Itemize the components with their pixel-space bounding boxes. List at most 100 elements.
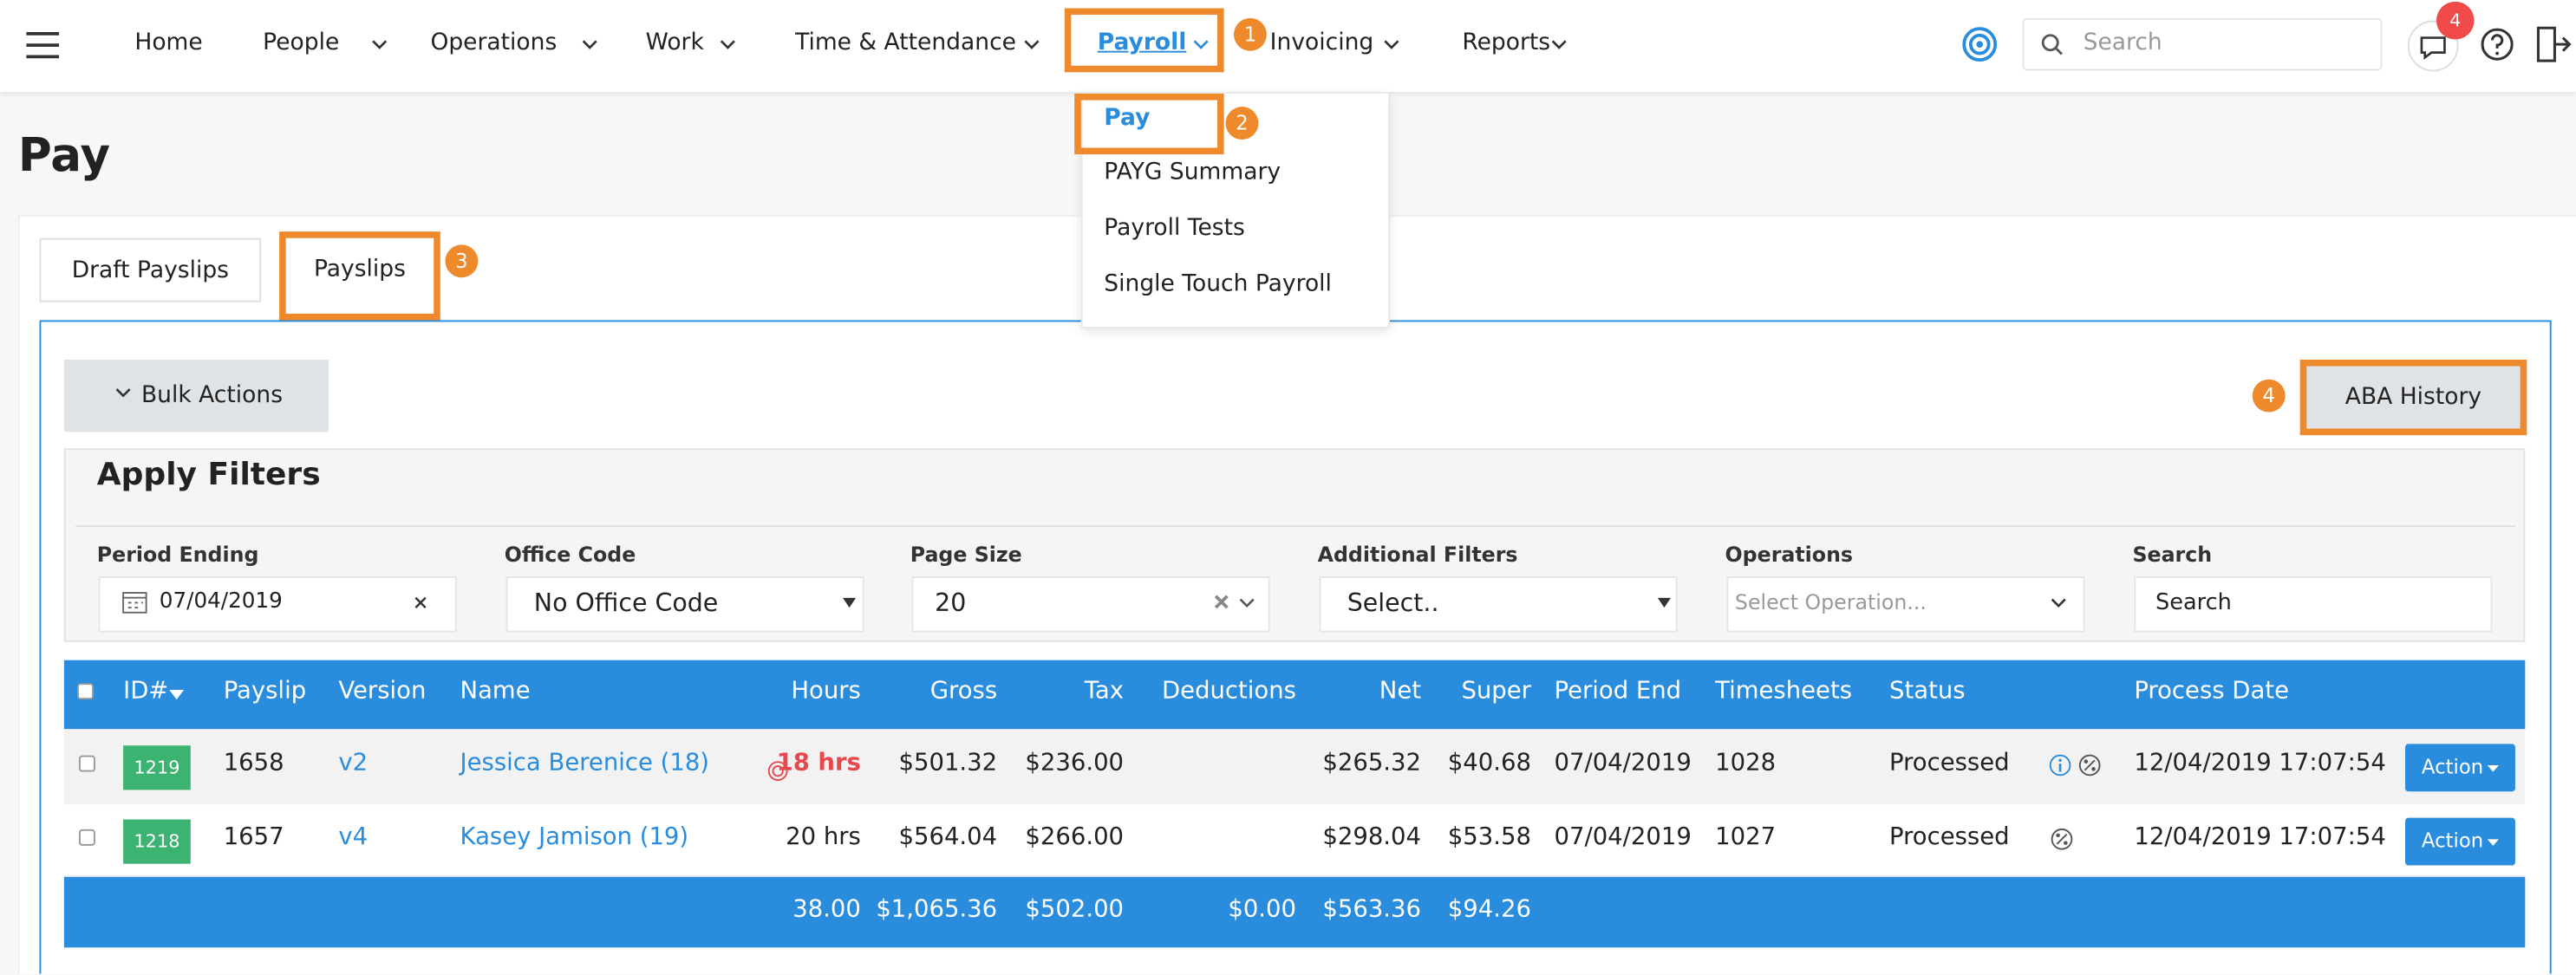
clear-x [1214,595,1229,609]
search-icon [2041,34,2063,55]
row [63,729,2526,805]
chevron [372,40,388,49]
cell: $266.00 [1025,824,1125,851]
row [63,804,2526,877]
chevron [115,388,131,398]
tab[interactable]: Payslips [285,237,434,314]
bulk-actions-button[interactable]: Bulk Actions [63,359,329,432]
filter-value: Select.. [1347,588,1439,618]
id-badge: 1218 [123,819,191,864]
dropdown-item[interactable]: Single Touch Payroll [1104,270,1332,297]
nav-item[interactable]: Invoicing [1269,29,1374,56]
filter-label: Office Code [504,542,636,567]
column-header: Net [1379,678,1422,705]
link[interactable]: Jessica Berenice (18) [460,750,710,777]
page-title: Pay [17,127,111,183]
percent-icon [2078,754,2101,777]
filter-input[interactable] [1319,576,1678,633]
dropdown-item[interactable]: Payroll Tests [1104,215,1245,242]
filter-input[interactable] [98,576,457,633]
checkbox[interactable] [78,829,95,846]
table-header [63,660,2526,730]
column-header: Gross [929,678,998,705]
column-header: Name [460,678,531,705]
filter-label: Operations [1725,542,1854,567]
filter-input[interactable] [505,576,864,633]
chevron [1551,40,1567,49]
cell: $501.32 [898,750,998,777]
filters-title: Apply Filters [96,456,321,493]
total-cell: 38.00 [792,896,861,923]
filter-input[interactable] [1726,576,2085,633]
total-cell: $1,065.36 [876,896,998,923]
divider [75,525,2515,528]
nav-item[interactable]: Work [645,29,704,56]
filter-label: Page Size [910,542,1022,567]
nav-item[interactable]: Payroll [1097,29,1187,56]
filter-value: No Office Code [533,588,719,618]
total-cell: $563.36 [1322,896,1422,923]
total-cell: $0.00 [1228,896,1296,923]
chevron [720,40,735,49]
nav-item[interactable]: Home [134,29,203,56]
filters-box [63,448,2526,642]
column-header: Tax [1084,678,1125,705]
dropdown-item[interactable]: PAYG Summary [1104,159,1281,186]
action-button[interactable]: Action [2404,744,2515,792]
highlight-box [1074,94,1224,155]
column-header: Super [1461,678,1531,705]
total-cell: $94.26 [1447,896,1531,923]
cell: $298.04 [1322,824,1422,851]
notification-badge: 4 [2436,1,2475,40]
link[interactable]: Kasey Jamison (19) [460,824,689,851]
filter-input[interactable] [911,576,1270,633]
info-icon [2049,754,2071,777]
column-header: Deductions [1162,678,1296,705]
annotation-number: 2 [1225,107,1259,140]
link[interactable]: v4 [338,824,368,851]
sort-caret [169,689,185,700]
cell: Processed [1889,750,2010,777]
highlight-box [279,231,440,321]
nav-item[interactable]: Reports [1462,29,1551,56]
caret [843,597,857,608]
nav-item[interactable]: Time & Attendance [795,29,1016,56]
dropdown-item[interactable]: Pay [1104,105,1151,132]
total-cell: $502.00 [1025,896,1125,923]
link[interactable]: v2 [338,750,368,777]
column-header: Timesheets [1715,678,1853,705]
help-icon[interactable] [2473,20,2522,69]
action-button[interactable]: Action [2404,817,2515,866]
column-header[interactable]: ID# [123,678,169,705]
logout-icon[interactable] [2535,24,2572,63]
annotation-number: 1 [1233,17,1267,51]
caret [2487,839,2499,846]
target-icon[interactable] [1961,26,1998,62]
tab[interactable]: Draft Payslips [39,237,262,302]
highlight-box [1064,8,1224,73]
column-header: Process Date [2134,678,2289,705]
percent-icon [2051,828,2073,850]
aba-history-button[interactable]: ABA History [2299,359,2527,436]
chevron [1239,598,1255,608]
cell: $236.00 [1025,750,1125,777]
clock-icon [767,761,788,781]
cell: 07/04/2019 [1554,824,1692,851]
checkbox[interactable] [77,683,95,700]
cell: $564.04 [898,824,998,851]
cell: 12/04/2019 17:07:54 [2134,750,2386,777]
menu-icon[interactable] [26,31,60,59]
annotation-number: 4 [2252,379,2286,413]
nav-item[interactable]: People [263,29,340,56]
search-box[interactable] [2022,17,2383,71]
column-header: Version [338,678,427,705]
caret [1657,597,1672,608]
chevron [582,40,597,49]
nav-item[interactable]: Operations [430,29,558,56]
filter-label: Search [2132,542,2213,567]
checkbox[interactable] [78,755,95,772]
cell: 1027 [1715,824,1777,851]
filter-input[interactable] [2134,576,2493,633]
